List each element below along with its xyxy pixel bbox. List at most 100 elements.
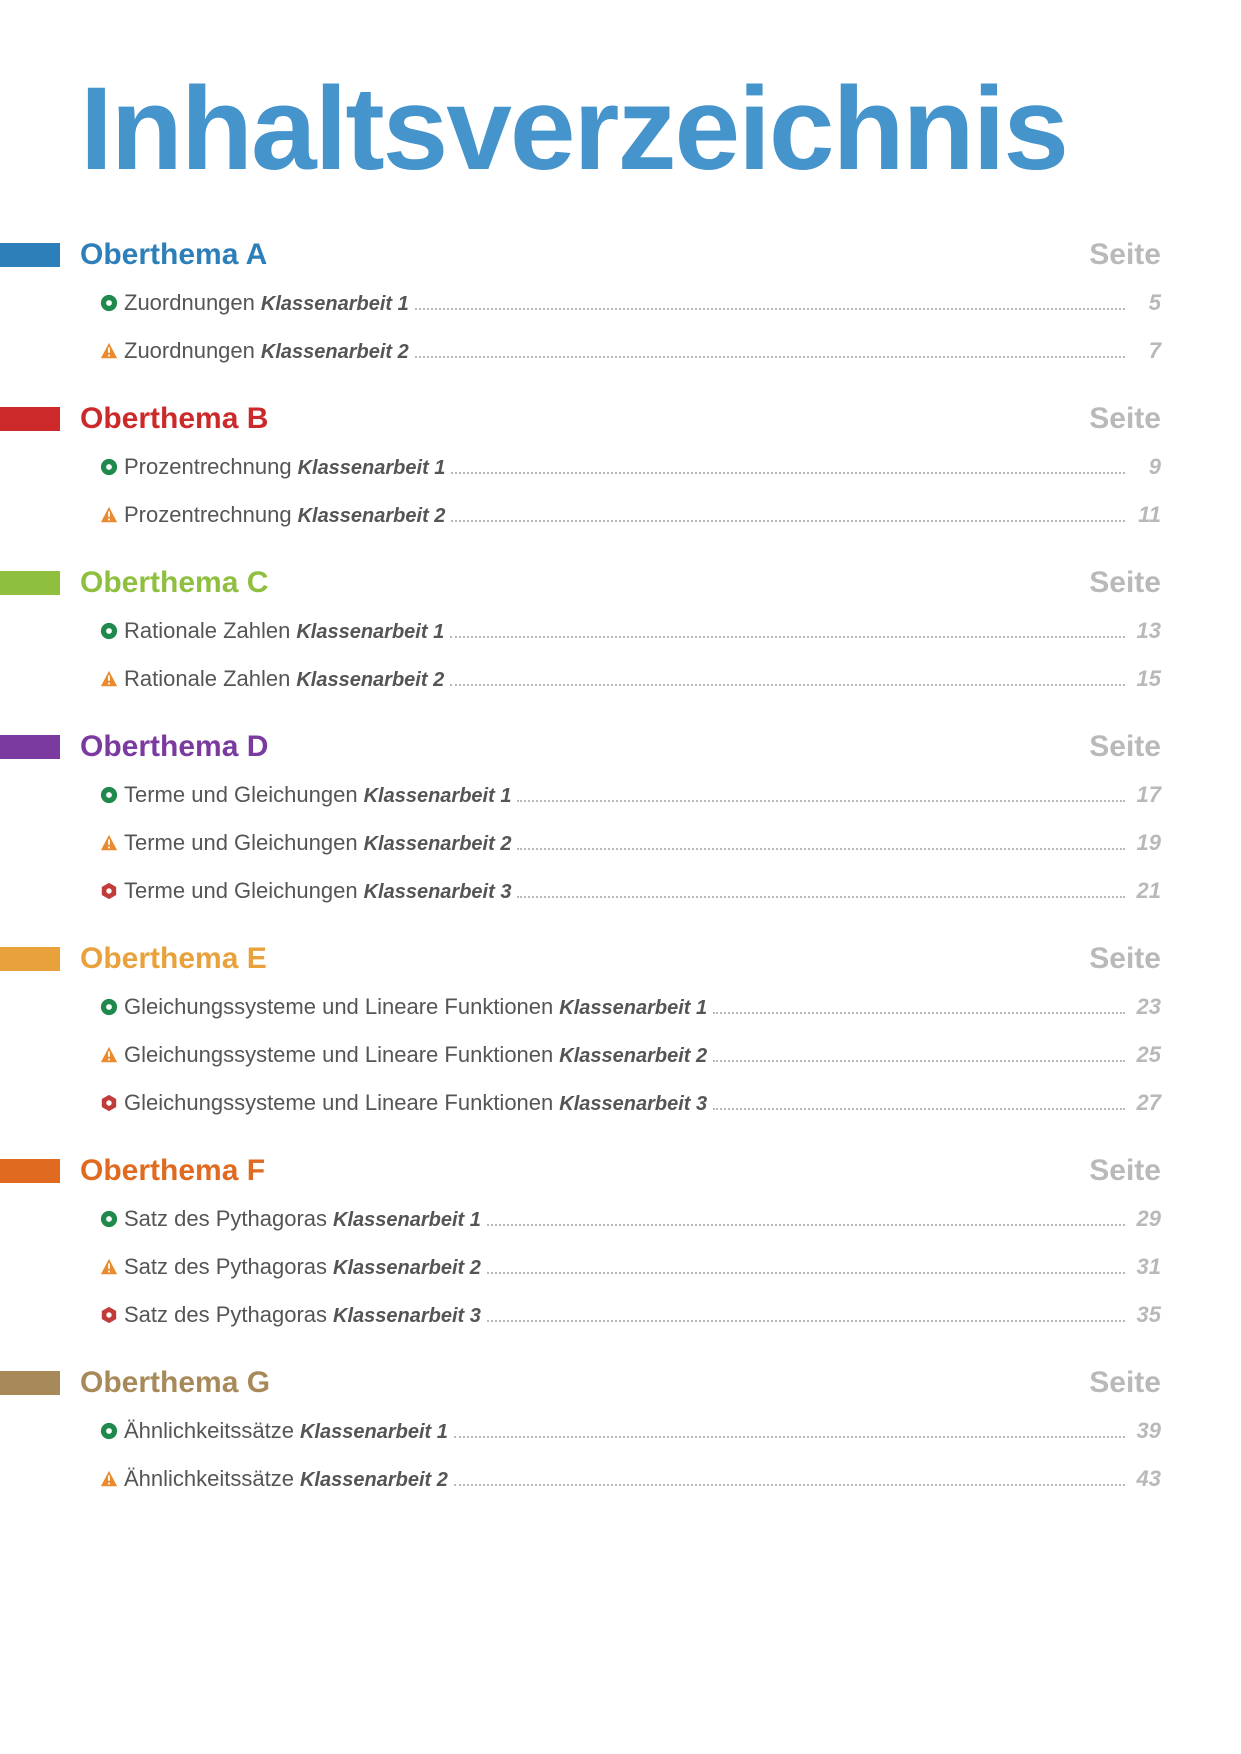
entry-klassenarbeit: Klassenarbeit 1 xyxy=(300,1421,448,1444)
entry-page-number: 23 xyxy=(1131,994,1161,1020)
section-header: Oberthema GSeite xyxy=(0,1366,1161,1400)
dot-leader xyxy=(415,308,1125,310)
dot-leader xyxy=(713,1108,1125,1110)
toc-entry: ZuordnungenKlassenarbeit 27 xyxy=(100,338,1161,364)
entry-topic: Terme und Gleichungen xyxy=(124,782,358,808)
section-header: Oberthema ESeite xyxy=(0,942,1161,976)
dot-leader xyxy=(713,1012,1125,1014)
seite-label: Seite xyxy=(1089,1366,1161,1400)
toc-entry: ProzentrechnungKlassenarbeit 211 xyxy=(100,502,1161,528)
entry-topic: Ähnlichkeitssätze xyxy=(124,1466,294,1492)
dot-leader xyxy=(517,896,1125,898)
section-header: Oberthema ASeite xyxy=(0,238,1161,272)
section-title: Oberthema F xyxy=(80,1154,265,1188)
toc-section: Oberthema BSeiteProzentrechnungKlassenar… xyxy=(0,402,1161,528)
circle-bullet-icon xyxy=(100,1422,118,1440)
entry-topic: Zuordnungen xyxy=(124,290,255,316)
toc-entry: Rationale ZahlenKlassenarbeit 113 xyxy=(100,618,1161,644)
toc-entry: Gleichungssysteme und Lineare Funktionen… xyxy=(100,994,1161,1020)
dot-leader xyxy=(487,1224,1125,1226)
entry-page-number: 15 xyxy=(1131,666,1161,692)
triangle-bullet-icon xyxy=(100,1470,118,1488)
dot-leader xyxy=(415,356,1125,358)
section-header: Oberthema DSeite xyxy=(0,730,1161,764)
entry-page-number: 11 xyxy=(1131,502,1161,528)
toc-entry: ProzentrechnungKlassenarbeit 19 xyxy=(100,454,1161,480)
circle-bullet-icon xyxy=(100,458,118,476)
dot-leader xyxy=(454,1436,1125,1438)
triangle-bullet-icon xyxy=(100,670,118,688)
toc-entry: Terme und GleichungenKlassenarbeit 321 xyxy=(100,878,1161,904)
entry-klassenarbeit: Klassenarbeit 1 xyxy=(364,785,512,808)
toc-section: Oberthema ASeite Zuordnungen Klassenarbeit… xyxy=(0,238,1161,364)
dot-leader xyxy=(487,1320,1125,1322)
entry-klassenarbeit: Klassenarbeit 1 xyxy=(559,997,707,1020)
toc-section: Oberthema ESeite Gleichungssysteme und Li… xyxy=(0,942,1161,1116)
page-title: Inhaltsverzeichnis xyxy=(80,70,1161,188)
entry-page-number: 35 xyxy=(1131,1302,1161,1328)
dot-leader xyxy=(454,1484,1125,1486)
dot-leader xyxy=(713,1060,1125,1062)
toc-entry: Terme und Gleichungen Klassenarbeit 1 17 xyxy=(100,782,1161,808)
section-title: Oberthema E xyxy=(80,942,267,976)
entry-page-number: 29 xyxy=(1131,1206,1161,1232)
entry-topic: Satz des Pythagoras xyxy=(124,1302,327,1328)
entry-page-number: 7 xyxy=(1131,338,1161,364)
toc-entry: Satz des PythagorasKlassenarbeit 231 xyxy=(100,1254,1161,1280)
triangle-bullet-icon xyxy=(100,1046,118,1064)
toc-entry: Terme und GleichungenKlassenarbeit 219 xyxy=(100,830,1161,856)
entry-klassenarbeit: Klassenarbeit 2 xyxy=(298,505,446,528)
dot-leader xyxy=(487,1272,1125,1274)
section-swatch xyxy=(0,243,60,267)
seite-label: Seite xyxy=(1089,402,1161,436)
entry-topic: Gleichungssysteme und Lineare Funktionen xyxy=(124,994,553,1020)
entry-klassenarbeit: Klassenarbeit 1 xyxy=(296,621,444,644)
triangle-bullet-icon xyxy=(100,342,118,360)
toc-section: Oberthema GSeiteÄhnlichkeitssätzeKlassen… xyxy=(0,1366,1161,1492)
entry-page-number: 31 xyxy=(1131,1254,1161,1280)
toc-section: Oberthema F Seite Satz des Pythagoras Klass… xyxy=(0,1154,1161,1328)
hexagon-bullet-icon xyxy=(100,882,118,900)
section-swatch xyxy=(0,571,60,595)
entry-klassenarbeit: Klassenarbeit 1 xyxy=(261,293,409,316)
circle-bullet-icon xyxy=(100,998,118,1016)
triangle-bullet-icon xyxy=(100,834,118,852)
toc-entry: ÄhnlichkeitssätzeKlassenarbeit 243 xyxy=(100,1466,1161,1492)
seite-label: Seite xyxy=(1089,238,1161,272)
circle-bullet-icon xyxy=(100,786,118,804)
toc-entry: Gleichungssysteme und Lineare Funktionen… xyxy=(100,1042,1161,1068)
circle-bullet-icon xyxy=(100,1210,118,1228)
section-title: Oberthema D xyxy=(80,730,268,764)
toc-entry: Zuordnungen Klassenarbeit 1 5 xyxy=(100,290,1161,316)
entry-page-number: 21 xyxy=(1131,878,1161,904)
toc-entry: Satz des Pythagoras Klassenarbeit 1 29 xyxy=(100,1206,1161,1232)
entry-klassenarbeit: Klassenarbeit 2 xyxy=(261,341,409,364)
entry-klassenarbeit: Klassenarbeit 2 xyxy=(559,1045,707,1068)
entry-klassenarbeit: Klassenarbeit 1 xyxy=(298,457,446,480)
section-header: Oberthema CSeite xyxy=(0,566,1161,600)
dot-leader xyxy=(450,684,1125,686)
section-title: Oberthema C xyxy=(80,566,268,600)
seite-label: Seite xyxy=(1089,1154,1161,1188)
entry-page-number: 19 xyxy=(1131,830,1161,856)
entry-klassenarbeit: Klassenarbeit 1 xyxy=(333,1209,481,1232)
section-swatch xyxy=(0,947,60,971)
hexagon-bullet-icon xyxy=(100,1306,118,1324)
entry-topic: Terme und Gleichungen xyxy=(124,878,358,904)
entry-page-number: 25 xyxy=(1131,1042,1161,1068)
section-header: Oberthema F Seite xyxy=(0,1154,1161,1188)
toc-sections: Oberthema ASeite Zuordnungen Klassenarbeit… xyxy=(0,238,1161,1492)
entry-klassenarbeit: Klassenarbeit 2 xyxy=(333,1257,481,1280)
entry-klassenarbeit: Klassenarbeit 2 xyxy=(296,669,444,692)
dot-leader xyxy=(517,848,1125,850)
entry-page-number: 5 xyxy=(1131,290,1161,316)
entry-klassenarbeit: Klassenarbeit 2 xyxy=(364,833,512,856)
entry-page-number: 17 xyxy=(1131,782,1161,808)
entry-page-number: 9 xyxy=(1131,454,1161,480)
dot-leader xyxy=(451,472,1125,474)
toc-entry: ÄhnlichkeitssätzeKlassenarbeit 139 xyxy=(100,1418,1161,1444)
entry-klassenarbeit: Klassenarbeit 3 xyxy=(559,1093,707,1116)
toc-section: Oberthema CSeite Rationale ZahlenKlassena… xyxy=(0,566,1161,692)
toc-section: Oberthema DSeiteTerme und GleichungenKla… xyxy=(0,730,1161,904)
entry-topic: Satz des Pythagoras xyxy=(124,1206,327,1232)
